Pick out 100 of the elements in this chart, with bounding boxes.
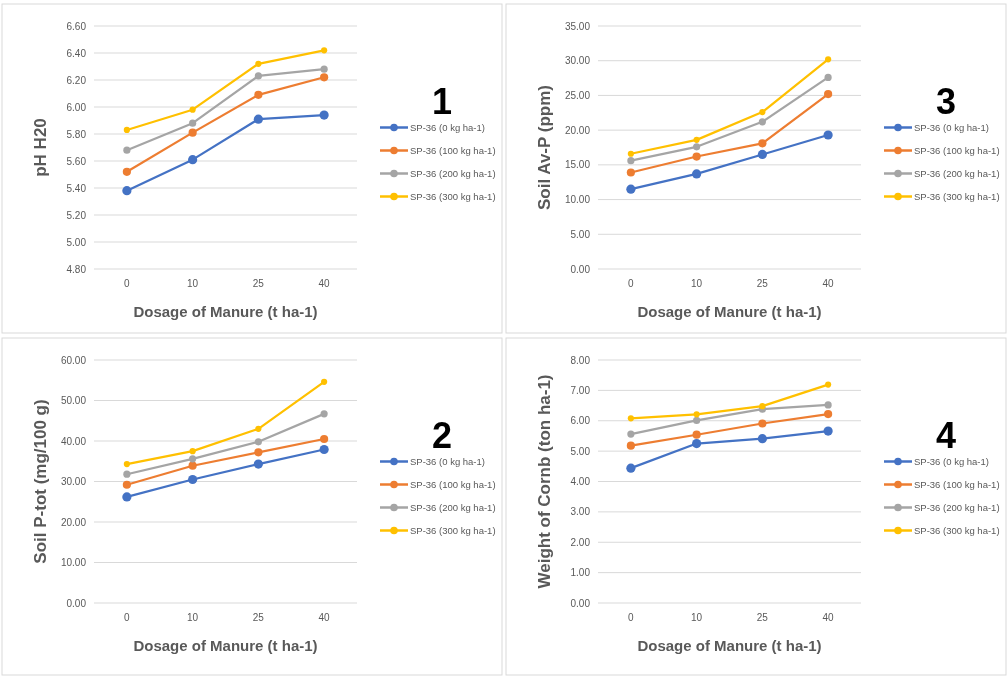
point <box>824 89 833 99</box>
x-tick-label: 10 <box>691 612 703 623</box>
y-tick-label: 4.80 <box>66 263 87 275</box>
y-tick-label: 5.20 <box>66 209 87 221</box>
point <box>188 461 197 470</box>
y-tick-label: 35.00 <box>564 20 591 32</box>
x-tick-label: 40 <box>822 278 835 289</box>
point <box>692 169 702 179</box>
y-tick-label: 7.00 <box>570 384 591 396</box>
y-tick-label: 5.80 <box>66 128 87 140</box>
y-tick-label: 5.00 <box>570 228 591 240</box>
x-tick-label: 25 <box>756 612 769 623</box>
point <box>321 47 328 54</box>
point <box>255 60 262 67</box>
y-tick-label: 25.00 <box>564 89 591 101</box>
y-tick-label: 0.00 <box>570 597 591 609</box>
point <box>626 168 635 177</box>
y-tick-label: 6.00 <box>570 415 591 427</box>
y-axis-title: Soil Av-P (ppm) <box>535 85 554 210</box>
point <box>123 460 130 468</box>
text: 2 <box>431 415 453 456</box>
point <box>122 492 132 502</box>
text: 1 <box>431 81 453 122</box>
point <box>123 126 130 134</box>
legend-label: SP-36 (0 kg ha-1) <box>410 121 485 133</box>
y-tick-label: 10.00 <box>60 557 87 568</box>
y-tick-label: 5.00 <box>570 445 591 457</box>
point <box>757 149 767 160</box>
point <box>759 108 766 116</box>
point <box>824 73 832 81</box>
point <box>255 425 262 432</box>
y-tick-label: 5.60 <box>66 155 87 167</box>
point <box>693 143 701 151</box>
legend-label: SP-36 (200 kg ha-1) <box>914 167 1000 179</box>
legend-label: SP-36 (100 kg ha-1) <box>410 144 496 156</box>
x-tick-label: 0 <box>124 278 131 289</box>
y-tick-label: 2.00 <box>570 536 591 548</box>
point <box>692 152 701 161</box>
y-tick-label: 30.00 <box>60 476 87 487</box>
point <box>188 474 198 485</box>
x-tick-label: 40 <box>822 612 835 623</box>
point <box>122 167 131 176</box>
point <box>693 136 700 143</box>
point <box>189 119 197 127</box>
y-tick-label: 6.00 <box>66 101 87 113</box>
y-tick-label: 10.00 <box>564 194 591 206</box>
y-tick-label: 60.00 <box>60 354 87 366</box>
y-tick-label: 0.00 <box>570 263 591 275</box>
y-tick-label: 6.40 <box>66 47 87 59</box>
point <box>757 434 767 444</box>
point <box>693 411 700 418</box>
point <box>320 73 329 82</box>
point <box>824 401 832 409</box>
legend-label: SP-36 (100 kg ha-1) <box>410 478 496 490</box>
y-axis-title: Weight of Cornb (ton ha-1) <box>535 374 554 589</box>
legend-label: SP-36 (0 kg ha-1) <box>914 455 989 467</box>
y-tick-label: 15.00 <box>564 159 591 171</box>
x-tick-label: 0 <box>124 612 131 623</box>
y-axis-title: Soil P-tot (mg/100 g) <box>31 399 50 564</box>
point <box>825 56 832 63</box>
point <box>758 139 767 148</box>
point <box>692 430 701 439</box>
point <box>253 114 263 124</box>
point <box>319 444 329 455</box>
point <box>321 378 328 385</box>
point <box>122 480 131 489</box>
point <box>188 155 198 165</box>
point <box>693 416 701 425</box>
y-tick-label: 5.00 <box>66 236 87 248</box>
legend-label: SP-36 (0 kg ha-1) <box>410 455 485 467</box>
y-tick-label: 40.00 <box>60 435 87 447</box>
point <box>627 415 634 422</box>
point <box>626 463 636 473</box>
x-tick-label: 0 <box>628 612 635 623</box>
point <box>189 455 197 463</box>
point <box>123 146 131 154</box>
x-tick-label: 25 <box>756 278 769 289</box>
point <box>627 150 634 157</box>
x-tick-label: 40 <box>318 612 331 623</box>
text: 4 <box>935 415 957 456</box>
point <box>320 65 328 73</box>
y-axis-title: pH H20 <box>31 118 50 177</box>
point <box>626 441 635 450</box>
x-axis-title: Dosage of Manure (t ha-1) <box>133 637 318 654</box>
x-tick-label: 10 <box>187 612 199 623</box>
legend-label: SP-36 (200 kg ha-1) <box>914 501 1000 513</box>
point <box>188 128 197 137</box>
x-axis-title: Dosage of Manure (t ha-1) <box>133 303 318 320</box>
legend-label: SP-36 (100 kg ha-1) <box>914 478 1000 490</box>
legend-label: SP-36 (300 kg ha-1) <box>410 190 496 202</box>
point <box>758 419 767 428</box>
x-tick-label: 40 <box>318 278 331 289</box>
x-tick-label: 25 <box>252 278 265 289</box>
y-tick-label: 5.40 <box>66 182 87 194</box>
point <box>254 438 262 446</box>
legend-label: SP-36 (200 kg ha-1) <box>410 501 496 513</box>
x-tick-label: 10 <box>691 278 703 289</box>
legend-label: SP-36 (300 kg ha-1) <box>914 190 1000 202</box>
x-axis-title: Dosage of Manure (t ha-1) <box>637 637 822 654</box>
point <box>320 434 329 444</box>
